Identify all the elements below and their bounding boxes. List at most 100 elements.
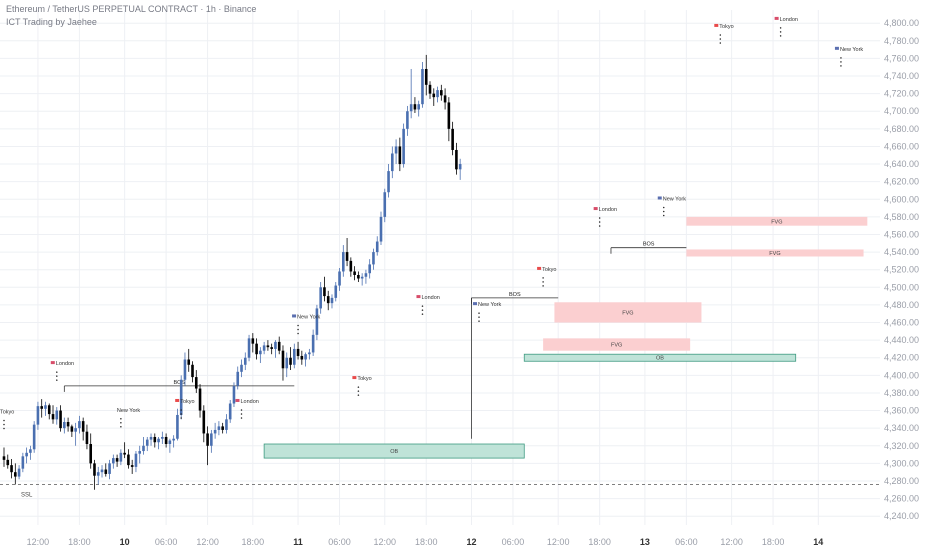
session-dot <box>180 409 182 411</box>
chart-title: Ethereum / TetherUS PERPETUAL CONTRACT ·… <box>6 4 257 14</box>
session-dot <box>478 312 480 314</box>
candle-body <box>421 68 424 105</box>
session-dot <box>542 281 544 283</box>
candle-body <box>304 354 307 360</box>
session-dot <box>180 413 182 415</box>
flag-icon <box>50 361 55 365</box>
candle-body <box>221 426 224 430</box>
session-label: Tokyo <box>719 24 733 30</box>
session-dot <box>779 27 782 29</box>
candle-body <box>123 452 126 455</box>
x-tick-label: 18:00 <box>68 537 91 547</box>
fvg-zone <box>686 216 868 226</box>
candle-body <box>383 192 387 217</box>
session-dot <box>56 379 58 381</box>
session-dot <box>478 316 480 318</box>
candle-body <box>138 451 142 454</box>
candle-body <box>436 90 439 98</box>
order-block-label: OB <box>656 356 664 362</box>
y-tick-label: 4,440.00 <box>884 335 919 345</box>
candle-body <box>47 405 51 415</box>
candle-body <box>368 264 371 274</box>
y-tick-label: 4,240.00 <box>884 511 919 521</box>
candle-body <box>161 436 164 439</box>
candle-body <box>394 146 398 154</box>
x-tick-label: 18:00 <box>762 537 785 547</box>
y-tick-label: 4,500.00 <box>884 282 919 292</box>
session-markers: Tokyo London New York Tokyo London New York To… <box>0 16 863 430</box>
y-tick-label: 4,380.00 <box>884 388 919 398</box>
candle-body <box>360 276 364 279</box>
x-tick-label: 06:00 <box>328 537 351 547</box>
x-tick-label: 12:00 <box>720 537 743 547</box>
x-tick-label: 12 <box>466 537 476 547</box>
y-tick-label: 4,760.00 <box>884 53 919 63</box>
candle-body <box>428 84 432 94</box>
session-marker: Tokyo <box>714 23 734 44</box>
flag-icon <box>352 376 357 380</box>
fvg-zone <box>543 338 691 351</box>
session-marker: New York <box>834 46 863 67</box>
candle-body <box>130 465 134 467</box>
flag-icon <box>473 302 478 306</box>
candle-body <box>202 410 206 434</box>
session-dot <box>779 35 782 37</box>
candle-body <box>70 426 74 432</box>
session-dot <box>663 210 665 213</box>
session-label: Tokyo <box>542 267 556 273</box>
x-tick-label: 11 <box>293 537 303 547</box>
session-dot <box>421 305 424 307</box>
session-dot <box>56 375 58 377</box>
candle-body <box>198 388 202 411</box>
candle-body <box>243 357 247 365</box>
candle-body <box>78 421 81 429</box>
candle-body <box>440 90 443 96</box>
y-tick-label: 4,460.00 <box>884 318 919 328</box>
flag-icon <box>657 196 662 200</box>
candle-body <box>413 104 417 110</box>
candle-body <box>21 456 25 469</box>
candle-body <box>232 385 236 404</box>
x-tick-label: 06:00 <box>155 537 178 547</box>
candle-body <box>326 296 330 304</box>
candle-body <box>168 440 172 445</box>
candle-body <box>266 345 270 348</box>
fvg-label: FVG <box>771 219 782 225</box>
flag-icon <box>235 398 240 402</box>
candle-body <box>2 456 6 460</box>
candle-body <box>308 352 311 355</box>
candle-body <box>183 359 187 380</box>
candle-body <box>96 472 100 476</box>
ssl-label: SSL <box>21 493 33 499</box>
candle-body <box>179 379 183 415</box>
bos-label: BOS <box>509 292 521 298</box>
session-marker: New York <box>117 408 140 428</box>
candle-body <box>134 453 138 467</box>
candle-body <box>319 287 322 309</box>
session-dot <box>542 277 544 279</box>
y-tick-label: 4,580.00 <box>884 212 919 222</box>
session-dot <box>840 57 842 59</box>
session-label: London <box>56 361 74 367</box>
session-dot <box>598 225 601 227</box>
session-dot <box>240 409 243 411</box>
x-tick-label: 18:00 <box>415 537 438 547</box>
y-tick-label: 4,320.00 <box>884 441 919 451</box>
flag-icon <box>774 16 779 20</box>
session-dot <box>357 390 360 392</box>
candle-body <box>194 377 198 389</box>
session-label: Tokyo <box>0 410 14 416</box>
session-marker: Tokyo <box>537 266 556 287</box>
candle-body <box>66 422 70 427</box>
fvg-zone <box>554 302 702 323</box>
candle-body <box>338 271 341 286</box>
y-tick-label: 4,540.00 <box>884 247 919 257</box>
y-tick-label: 4,720.00 <box>884 89 919 99</box>
candle-body <box>225 419 228 430</box>
candle-body <box>93 463 96 476</box>
session-marker: London <box>50 361 74 381</box>
candle-body <box>145 439 149 446</box>
y-tick-label: 4,520.00 <box>884 265 919 275</box>
